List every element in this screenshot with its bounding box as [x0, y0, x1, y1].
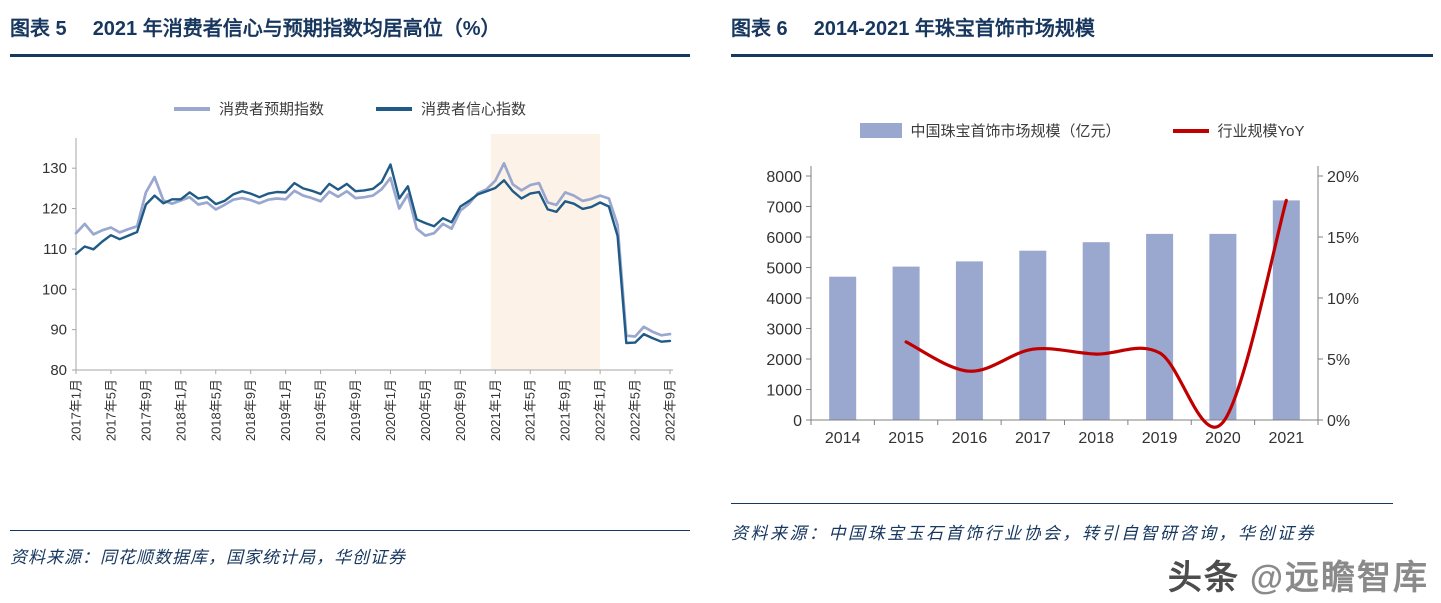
consumer-index-line-chart: 80 90 100 110 120 130 2017年1月 2017年5月 2017年9月 201…	[42, 134, 678, 441]
svg-text:3000: 3000	[766, 322, 802, 339]
svg-text:2021年5月: 2021年5月	[523, 379, 538, 441]
legend-label-confidence: 消费者信心指数	[421, 101, 527, 118]
svg-text:2017年5月: 2017年5月	[103, 379, 118, 441]
svg-text:110: 110	[43, 241, 67, 258]
svg-text:2018年1月: 2018年1月	[173, 379, 188, 441]
expectation-line-swatch-icon	[173, 106, 210, 111]
legend-label-market-size: 中国珠宝首饰市场规模（亿元）	[910, 123, 1121, 140]
figure5-legend: 消费者预期指数 消费者信心指数	[10, 98, 690, 119]
svg-text:2019年9月: 2019年9月	[348, 379, 363, 441]
figure6-title-text: 2014-2021 年珠宝首饰市场规模	[813, 18, 1095, 40]
svg-text:4000: 4000	[766, 291, 802, 308]
watermark-handle: @远瞻智库	[1249, 559, 1429, 597]
figure6-source-note: 资料来源：中国珠宝玉石首饰行业协会，转引自智研咨询，华创证券	[731, 503, 1393, 552]
svg-text:2020年9月: 2020年9月	[453, 379, 468, 441]
svg-text:1000: 1000	[766, 383, 802, 400]
svg-text:2019年5月: 2019年5月	[313, 379, 328, 441]
svg-text:0%: 0%	[1327, 413, 1350, 430]
svg-text:2018: 2018	[1078, 430, 1114, 447]
svg-text:2020: 2020	[1205, 430, 1241, 447]
legend-label-expectation: 消费者预期指数	[218, 101, 324, 118]
jewelry-market-combo-chart: 0 1000 2000 3000 4000 5000 6000 7000 8000 0% 5% 10%…	[766, 166, 1359, 447]
svg-text:2019年1月: 2019年1月	[278, 379, 293, 441]
svg-text:2018年5月: 2018年5月	[208, 379, 223, 441]
figure5-source-note: 资料来源：同花顺数据库，国家统计局，华创证券	[10, 530, 690, 568]
svg-text:120: 120	[42, 201, 67, 218]
svg-text:2022年5月: 2022年5月	[628, 379, 643, 441]
svg-text:2020年5月: 2020年5月	[418, 379, 433, 441]
figure5-title: 图表 5 2021 年消费者信心与预期指数均居高位（%）	[10, 12, 690, 57]
svg-text:2021: 2021	[1269, 430, 1305, 447]
svg-text:100: 100	[42, 281, 67, 298]
legend-item-yoy: 行业规模YoY	[1172, 120, 1305, 141]
figure5-label: 图表 5	[10, 18, 67, 40]
svg-text:8000: 8000	[766, 169, 802, 186]
svg-text:2014: 2014	[825, 430, 861, 447]
legend-item-market-size: 中国珠宝首饰市场规模（亿元）	[859, 120, 1121, 141]
figure6-legend: 中国珠宝首饰市场规模（亿元） 行业规模YoY	[731, 120, 1433, 141]
svg-text:80: 80	[50, 362, 67, 379]
svg-text:5000: 5000	[766, 261, 802, 278]
figure5-title-text: 2021 年消费者信心与预期指数均居高位（%）	[92, 18, 501, 40]
svg-text:2000: 2000	[766, 352, 802, 369]
svg-text:2022年9月: 2022年9月	[663, 379, 678, 441]
svg-text:10%: 10%	[1327, 291, 1359, 308]
svg-text:2021年1月: 2021年1月	[488, 379, 503, 441]
watermark-brand: 头条	[1167, 559, 1240, 597]
svg-text:2021年9月: 2021年9月	[558, 379, 573, 441]
watermark: 头条 @远瞻智库	[1168, 550, 1429, 599]
confidence-line-swatch-icon	[376, 106, 412, 111]
svg-text:20%: 20%	[1327, 169, 1359, 186]
legend-label-yoy: 行业规模YoY	[1217, 123, 1305, 140]
svg-text:2015: 2015	[888, 430, 924, 447]
figure6-label: 图表 6	[731, 18, 788, 40]
svg-text:2022年1月: 2022年1月	[593, 379, 608, 441]
svg-text:2016: 2016	[952, 430, 988, 447]
svg-text:2017年9月: 2017年9月	[138, 379, 153, 441]
svg-text:2020年1月: 2020年1月	[383, 379, 398, 441]
yoy-line-swatch-icon	[1172, 128, 1209, 133]
figure6-title: 图表 6 2014-2021 年珠宝首饰市场规模	[731, 12, 1433, 57]
svg-text:2017年1月: 2017年1月	[69, 379, 84, 441]
svg-text:90: 90	[50, 322, 67, 339]
svg-text:2017: 2017	[1015, 430, 1051, 447]
svg-text:2018年9月: 2018年9月	[243, 379, 258, 441]
legend-item-expectation: 消费者预期指数	[173, 98, 324, 119]
svg-text:7000: 7000	[766, 200, 802, 217]
svg-text:15%: 15%	[1327, 230, 1359, 247]
svg-text:5%: 5%	[1327, 352, 1350, 369]
svg-text:130: 130	[42, 160, 67, 177]
svg-text:0: 0	[793, 413, 802, 430]
market-size-bar-swatch-icon	[859, 123, 902, 138]
svg-text:6000: 6000	[766, 230, 802, 247]
svg-text:2019: 2019	[1142, 430, 1178, 447]
legend-item-confidence: 消费者信心指数	[376, 98, 526, 119]
